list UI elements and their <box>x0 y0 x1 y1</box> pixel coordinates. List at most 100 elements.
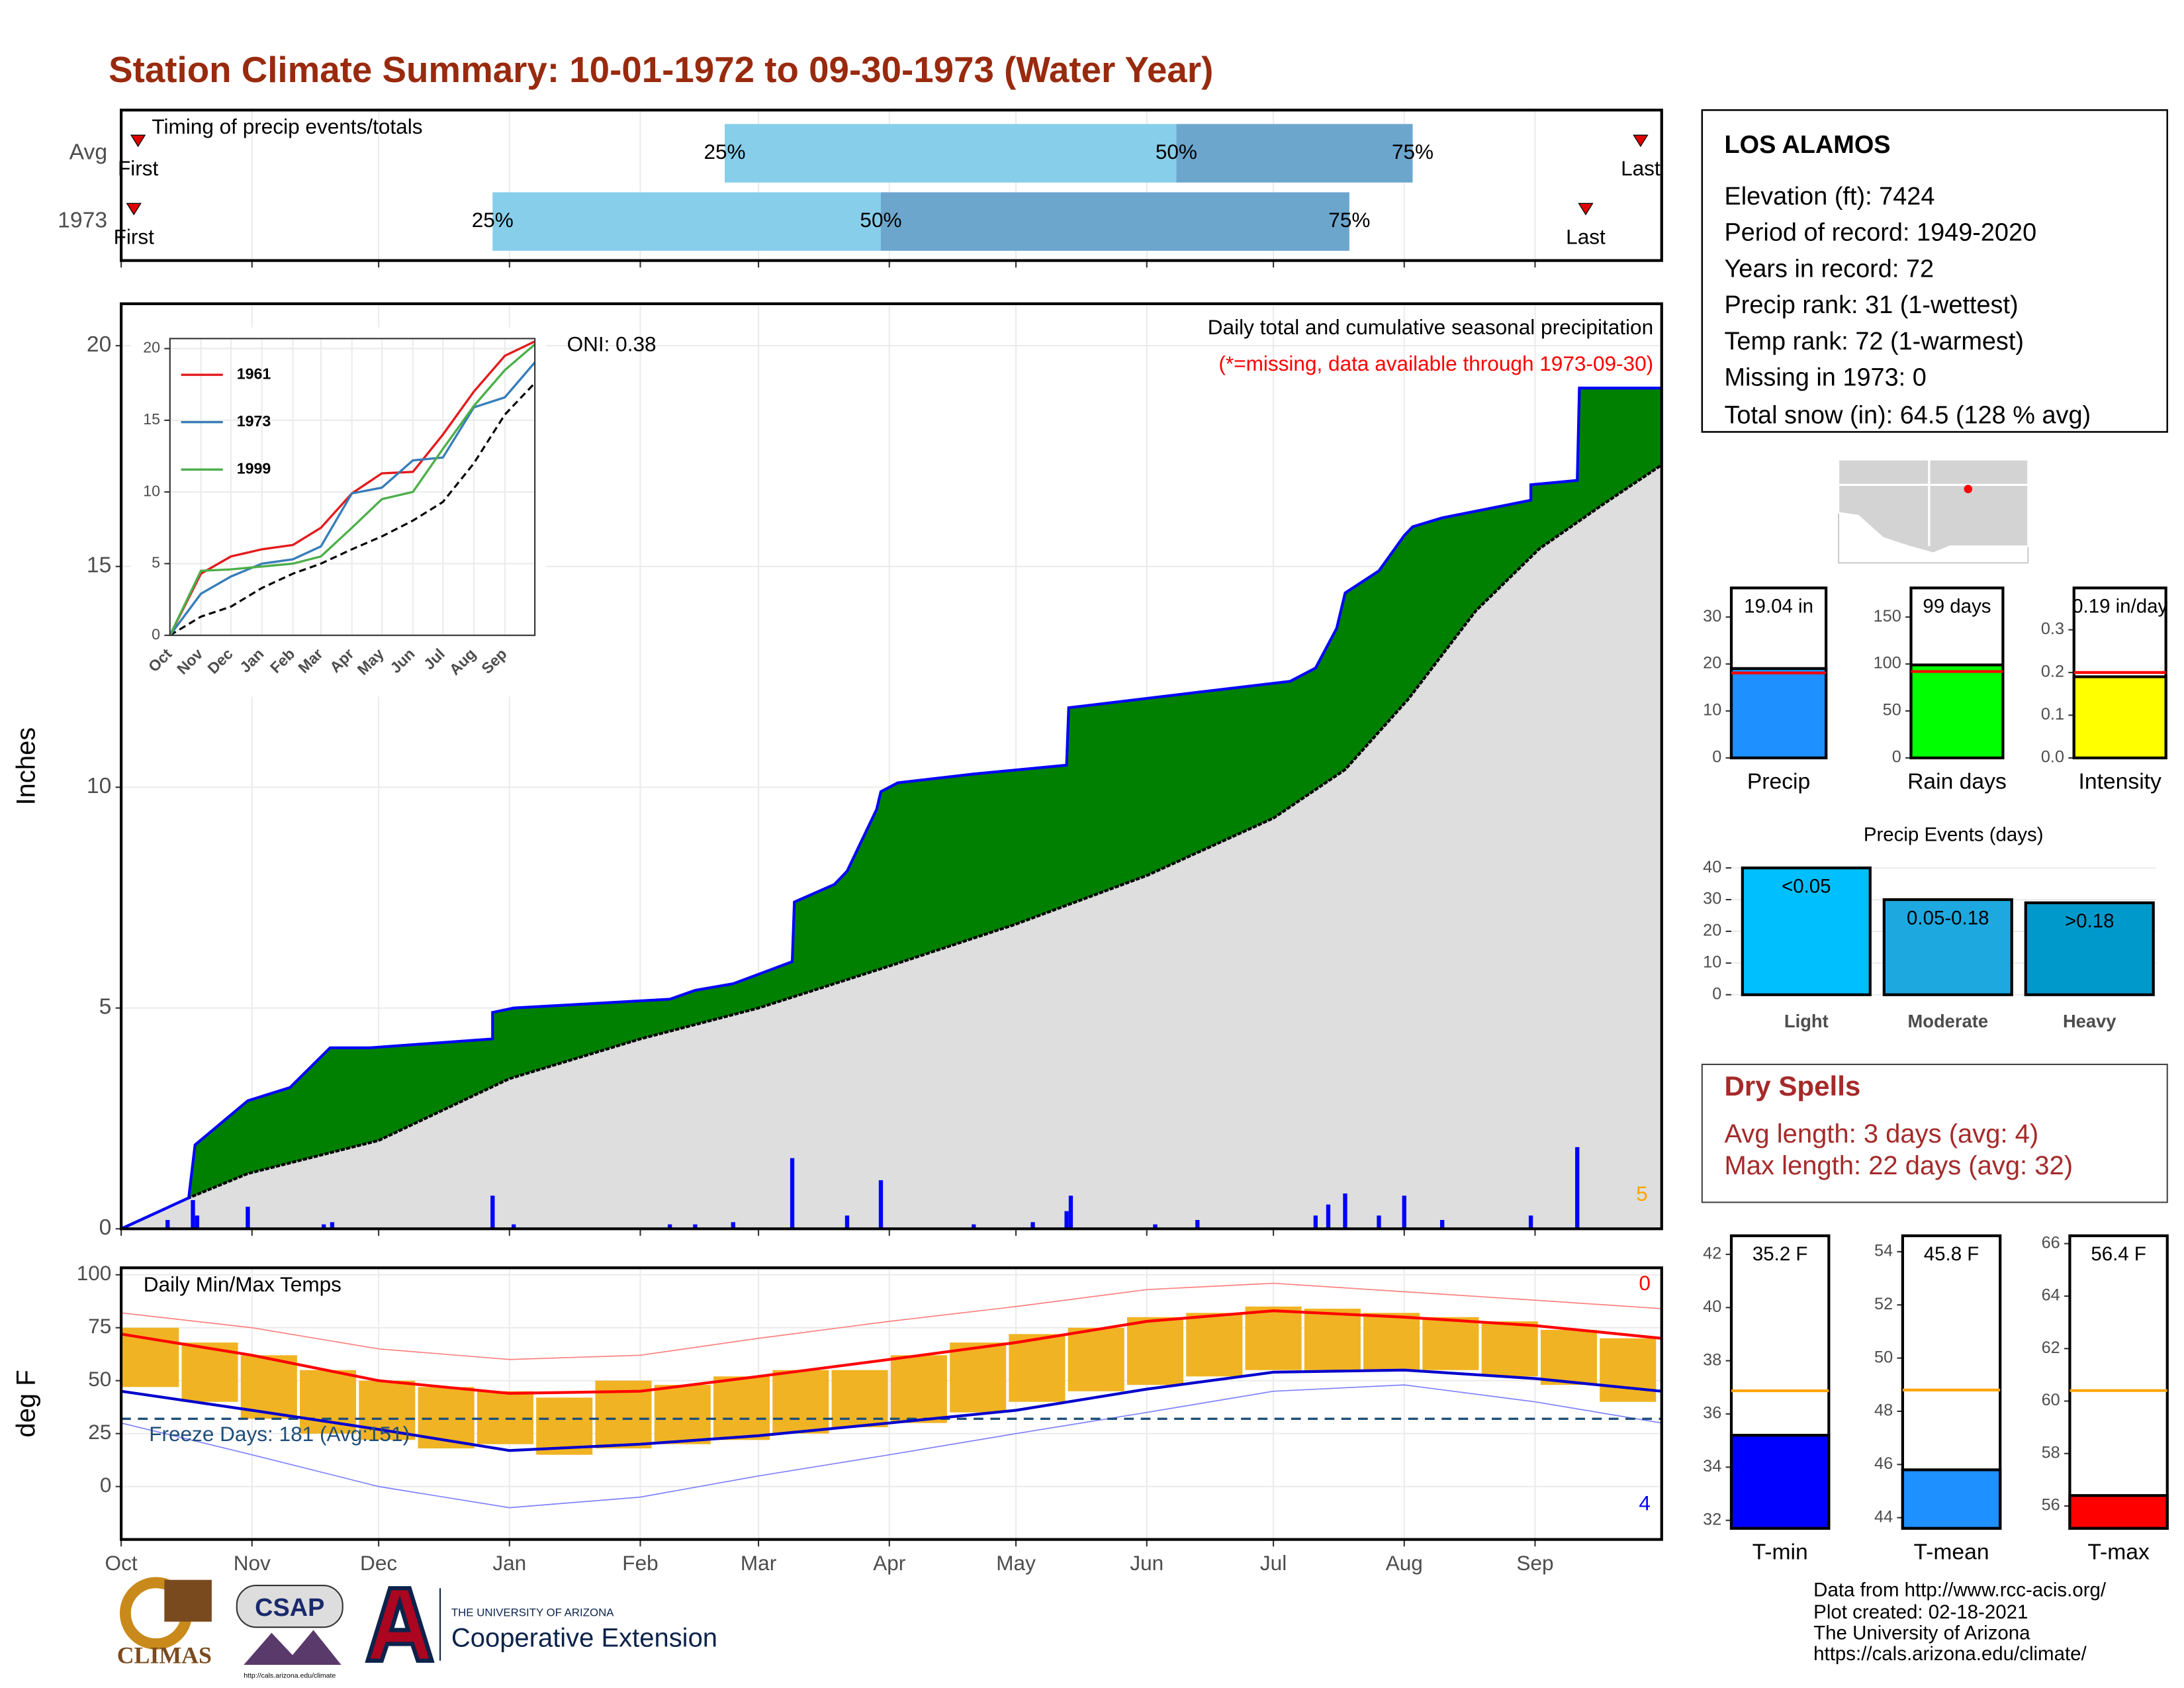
daily-temp-bar <box>1363 1313 1420 1370</box>
footer-line: https://cals.arizona.edu/climate/ <box>1813 1643 2087 1665</box>
event-bar <box>1741 867 1872 996</box>
location-map <box>1838 459 2029 564</box>
daily-temp-bar <box>1422 1317 1479 1370</box>
daily-precip-bar <box>512 1224 516 1229</box>
y-tick-label: 10 <box>1703 701 1721 720</box>
daily-precip-bar <box>844 1215 850 1229</box>
csap-logo: CSAP <box>255 1594 324 1622</box>
daily-temp-bar <box>536 1397 593 1455</box>
x-tick-label: Oct <box>105 1551 138 1575</box>
category-label: Light <box>1784 1011 1829 1031</box>
y-tick-label: 30 <box>1703 607 1721 626</box>
daily-temp-bar <box>772 1370 829 1434</box>
daily-precip-bar <box>1528 1215 1533 1229</box>
y-tick-label: 54 <box>1874 1242 1893 1260</box>
panel-border <box>169 338 536 636</box>
station-line: Precip rank: 31 (1-wettest) <box>1724 291 2018 319</box>
threshold-label: >0.18 <box>2065 910 2115 932</box>
daily-temp-bar <box>1186 1313 1243 1377</box>
timing-bar <box>725 124 1177 183</box>
y-tick-label: 0 <box>1712 748 1721 767</box>
footer-line: Data from http://www.rcc-acis.org/ <box>1813 1579 2107 1601</box>
y-tick-label: 0.2 <box>2041 663 2064 681</box>
y-tick-label: 50 <box>1883 701 1901 720</box>
daily-precip-bar <box>165 1219 170 1229</box>
event-marker <box>130 134 146 148</box>
dry-spells: Dry Spells Avg length: 3 days (avg: 4) M… <box>1701 1063 2168 1203</box>
dry-spells-line: Avg length: 3 days (avg: 4) <box>1724 1119 2038 1149</box>
record-line <box>120 1384 1662 1509</box>
y-tick-label: 42 <box>1703 1244 1721 1263</box>
y-tick-label: 50 <box>1874 1348 1893 1366</box>
footer-line: Plot created: 02-18-2021 <box>1813 1601 2028 1623</box>
chart-summary: 56 58 60 62 64 66 56.4 F T-max <box>2042 1233 2169 1565</box>
x-tick-label: Jun <box>1130 1551 1163 1575</box>
event-marker <box>126 203 142 216</box>
quartile-label: 50% <box>860 208 901 232</box>
y-tick-label: 0.1 <box>2041 705 2064 724</box>
footer: Data from http://www.rcc-acis.org/ Plot … <box>1813 1579 2107 1665</box>
daily-precip-bar <box>1068 1196 1073 1229</box>
summary-bar <box>1729 1434 1831 1530</box>
y-tick-label: 75 <box>88 1314 111 1338</box>
quartile-label: 75% <box>1392 140 1433 164</box>
daily-temp-bar <box>1540 1329 1598 1385</box>
event-label: First <box>118 156 159 180</box>
dry-spells-line: Max length: 22 days (avg: 32) <box>1724 1151 2073 1180</box>
chart-summary: 0 10 20 30 19.04 in Precip <box>1703 586 1828 794</box>
y-tick-label: 100 <box>1874 654 1901 673</box>
value-label: 56.4 F <box>2091 1243 2146 1265</box>
timing-bar <box>1176 124 1413 183</box>
summary-bar <box>2068 1494 2169 1530</box>
event-marker <box>1633 134 1649 148</box>
daily-precip-bar <box>490 1196 495 1229</box>
y-tick-label: 0 <box>100 1473 112 1497</box>
x-tick-label: May <box>996 1551 1036 1575</box>
freeze-label: Freeze Days: 181 (Avg:151) <box>149 1422 410 1446</box>
average-line <box>120 463 1662 1231</box>
daily-precip-bar <box>195 1215 200 1229</box>
station-frame <box>1701 109 2169 433</box>
y-tick-label: 58 <box>2042 1443 2060 1462</box>
annotation: 4 <box>1639 1491 1651 1515</box>
y-tick-label: 10 <box>1703 953 1721 971</box>
y-tick-label: 36 <box>1703 1404 1721 1423</box>
university-logo: THE UNIVERSITY OF ARIZONA <box>451 1607 614 1619</box>
normal-line <box>120 1309 1662 1395</box>
timing-bar <box>880 192 1349 251</box>
y-tick-label: 56 <box>2042 1496 2060 1515</box>
daily-temp-bar <box>890 1355 947 1423</box>
summary-frame <box>2068 1234 2169 1530</box>
station-line: Elevation (ft): 7424 <box>1724 183 1934 211</box>
y-tick-label: 34 <box>1703 1457 1721 1476</box>
climas-logo: CLIMAS <box>117 1642 212 1669</box>
event-label: Last <box>1621 156 1661 180</box>
category-label: Rain days <box>1907 770 2007 794</box>
record-line <box>121 1282 1662 1360</box>
event-bar <box>2024 901 2155 996</box>
station-line: Period of record: 1949-2020 <box>1724 219 2036 247</box>
y-tick-label: 46 <box>1874 1454 1893 1473</box>
chart-summary: 44 46 48 50 52 54 45.8 F T-mean <box>1874 1234 2002 1565</box>
category-label: Heavy <box>2063 1011 2116 1031</box>
x-tick-label: Aug <box>1386 1551 1423 1575</box>
value-label: 45.8 F <box>1924 1243 1979 1265</box>
daily-temp-bar <box>713 1376 770 1440</box>
daily-temp-bar <box>1304 1308 1361 1370</box>
y-tick-label: 20 <box>87 332 111 357</box>
y-tick-label: 44 <box>1874 1507 1893 1526</box>
average-area <box>121 465 1662 1229</box>
category-label: T-min <box>1752 1540 1808 1565</box>
daily-temp-bar <box>950 1342 1007 1413</box>
value-label: 35.2 F <box>1752 1243 1808 1265</box>
quartile-label: 50% <box>1156 140 1197 164</box>
y-tick-label: 10 <box>143 482 160 499</box>
daily-precip-bar <box>1195 1219 1200 1229</box>
x-tick-label: Mar <box>741 1551 776 1575</box>
daily-temp-bar <box>240 1355 297 1419</box>
inset-background <box>130 327 546 697</box>
row-label: 1973 <box>58 209 107 233</box>
panel-title: Precip Events (days) <box>1864 824 2044 846</box>
annotation: ONI: 0.38 <box>567 332 657 355</box>
